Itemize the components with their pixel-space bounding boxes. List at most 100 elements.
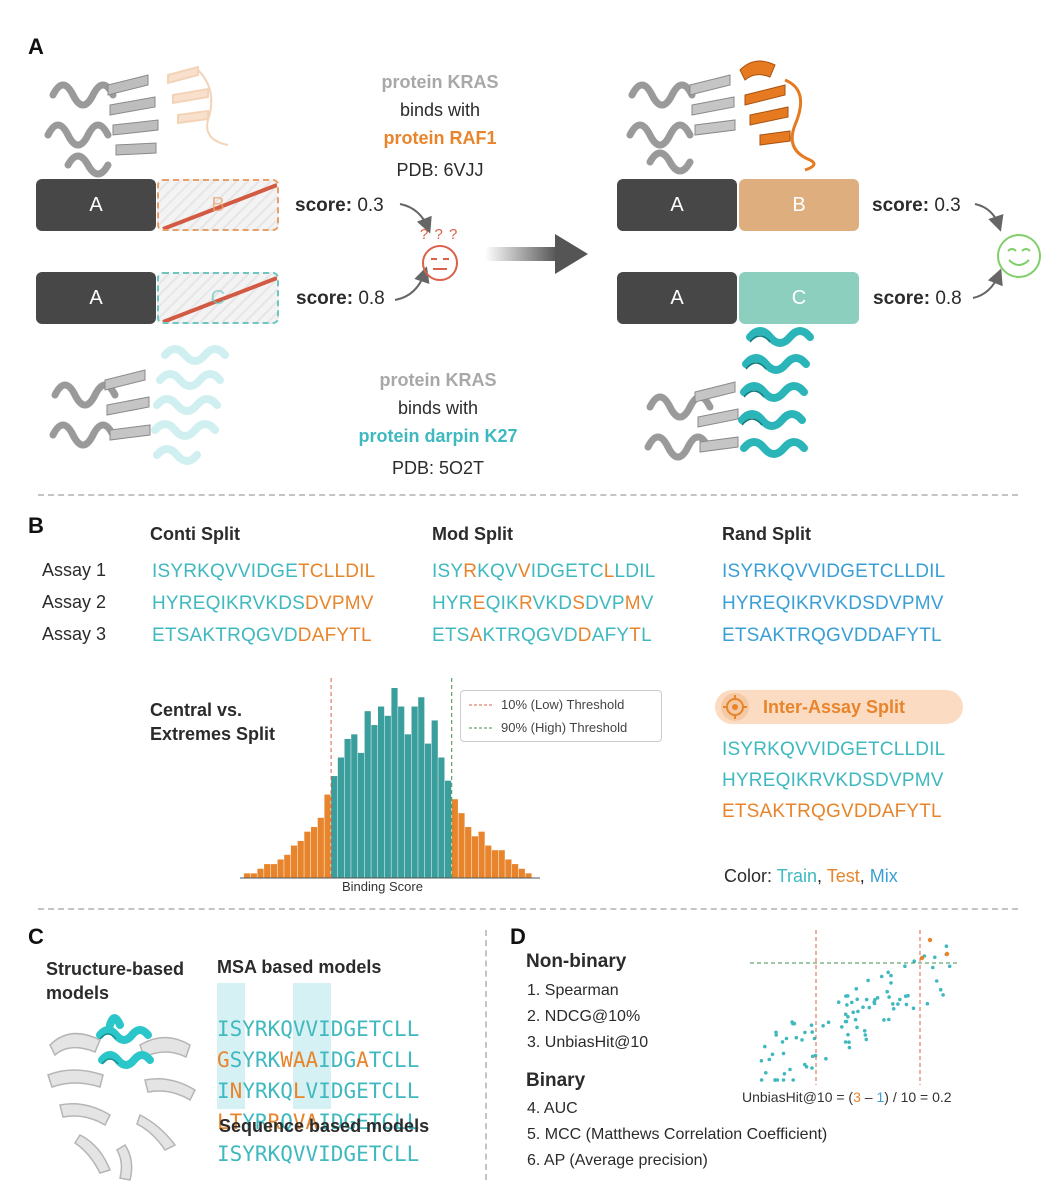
scatter-point bbox=[889, 981, 893, 985]
conti-seq-3: ETSAKTRQGVDDAFYTL bbox=[152, 625, 372, 646]
inter-seq-1: ISYRKQVVIDGETCLLDIL bbox=[722, 739, 946, 760]
scatter-point bbox=[791, 1078, 795, 1082]
panel-b-letter: B bbox=[28, 513, 44, 538]
scatter-point bbox=[781, 1078, 786, 1082]
hist-bar bbox=[398, 706, 405, 878]
scatter-point bbox=[886, 970, 890, 975]
legend-low: 10% (Low) Threshold bbox=[501, 697, 625, 712]
structure-kras-darpin bbox=[644, 327, 814, 461]
metric-mcc: 5. MCC (Matthews Correlation Coefficient… bbox=[527, 1126, 828, 1143]
assay-1-label: Assay 1 bbox=[42, 560, 107, 580]
rand-seq-2: HYREQIKRVKDSDVPMV bbox=[722, 593, 944, 614]
left-chain-b-masked: B bbox=[157, 179, 279, 231]
scatter-point bbox=[931, 965, 935, 970]
hist-bar bbox=[331, 776, 338, 878]
hist-xlabel: Binding Score bbox=[342, 879, 423, 894]
right-chain-a-top: A bbox=[617, 179, 737, 231]
nonbinary-list: 1. Spearman 2. NDCG@10% 3. UnbiasHit@10 bbox=[527, 978, 648, 1056]
pdb-6vjj: PDB: 6VJJ bbox=[396, 160, 484, 180]
binds-with-bottom: binds with bbox=[397, 398, 479, 418]
scatter-point-hit bbox=[919, 955, 925, 961]
hist-bar bbox=[284, 854, 291, 878]
right-chain-b: B bbox=[739, 179, 859, 231]
structure-kras-darpin-faded bbox=[49, 345, 229, 465]
scatter-point bbox=[850, 1000, 854, 1005]
hist-bar bbox=[424, 743, 432, 878]
scatter-point bbox=[891, 1007, 896, 1011]
darpin-label: protein darpin K27 bbox=[358, 426, 518, 446]
metric-spearman: 1. Spearman bbox=[527, 982, 619, 999]
hist-bar bbox=[311, 827, 318, 878]
scatter-point bbox=[851, 1010, 855, 1015]
hist-bar bbox=[270, 864, 277, 878]
scatter-point bbox=[770, 1052, 775, 1057]
panel-c-letter: C bbox=[28, 924, 44, 949]
hist-bar bbox=[257, 868, 264, 878]
scatter-point bbox=[847, 1045, 852, 1050]
scatter-point bbox=[862, 1029, 867, 1033]
scatter-point bbox=[845, 1003, 849, 1007]
scatter-point bbox=[794, 1035, 799, 1040]
binding-score-histogram bbox=[240, 678, 540, 879]
metric-ndcg: 2. NDCG@10% bbox=[527, 1008, 641, 1025]
unbiashit-scatter bbox=[750, 930, 960, 1085]
pdb-5o2t: PDB: 5O2T bbox=[391, 458, 485, 478]
binds-with-top: binds with bbox=[399, 100, 481, 120]
scatter-point bbox=[809, 1023, 814, 1027]
conti-seq-2: HYREQIKRVKDSDVPMV bbox=[152, 593, 374, 614]
scatter-point bbox=[856, 1009, 860, 1014]
scatter-point bbox=[866, 978, 870, 983]
scatter-point bbox=[941, 993, 945, 997]
rand-seq-3: ETSAKTRQGVDDAFYTL bbox=[722, 625, 942, 646]
scatter-point bbox=[855, 997, 859, 1002]
hist-bar bbox=[250, 873, 257, 878]
scatter-point bbox=[875, 996, 880, 1000]
hist-bar bbox=[431, 720, 438, 878]
scatter-point bbox=[933, 955, 937, 960]
scatter-point bbox=[887, 1017, 891, 1022]
scatter-point bbox=[938, 987, 943, 992]
hist-bar bbox=[364, 711, 371, 878]
hist-bar bbox=[391, 688, 398, 878]
binary-list: 4. AUC 5. MCC (Matthews Correlation Coef… bbox=[527, 1096, 827, 1174]
divider-c-d bbox=[485, 930, 487, 1180]
hist-bar bbox=[471, 836, 478, 878]
central-extremes-title: Central vs. Extremes Split bbox=[150, 700, 276, 744]
scatter-point bbox=[784, 1036, 789, 1041]
kras-label-top: protein KRAS bbox=[381, 72, 499, 92]
happy-face-icon bbox=[997, 234, 1041, 278]
msa-row-3: INYRKQLVIDGETCLL bbox=[217, 1079, 420, 1103]
scatter-point bbox=[934, 979, 939, 983]
inter-assay-badge: Inter-Assay Split bbox=[715, 690, 963, 724]
scatter-point bbox=[864, 997, 869, 1002]
mod-seq-1: ISYRKQVVIDGETCLLDIL bbox=[432, 561, 656, 582]
metric-auc: 4. AUC bbox=[527, 1100, 578, 1117]
scatter-point bbox=[843, 1012, 848, 1017]
seq-models-title: Sequence based models bbox=[219, 1116, 430, 1136]
scatter-point bbox=[947, 964, 952, 969]
scatter-point bbox=[810, 1030, 814, 1034]
curved-arrows-right bbox=[972, 203, 1004, 299]
inter-assay-title: Inter-Assay Split bbox=[763, 697, 906, 717]
hist-bar bbox=[277, 859, 284, 878]
scatter-point bbox=[782, 1072, 787, 1076]
kras-label-bottom: protein KRAS bbox=[379, 370, 497, 390]
metric-ap: 6. AP (Average precision) bbox=[527, 1152, 708, 1169]
hist-bar bbox=[357, 752, 365, 878]
left-score-top: score: 0.3 bbox=[295, 195, 384, 216]
scatter-point bbox=[844, 994, 848, 998]
hist-bar bbox=[485, 845, 492, 878]
structure-kras-raf1-faded bbox=[44, 65, 229, 178]
scatter-point bbox=[759, 1059, 764, 1063]
conti-seq-1: ISYRKQVVIDGETCLLDIL bbox=[152, 561, 376, 582]
scatter-point bbox=[872, 1001, 877, 1006]
scatter-point bbox=[810, 1054, 815, 1059]
scatter-point bbox=[896, 1002, 900, 1006]
hist-bar bbox=[525, 873, 532, 878]
panel-d-letter: D bbox=[510, 924, 526, 949]
rand-split-title: Rand Split bbox=[722, 524, 811, 544]
hist-bar bbox=[378, 706, 385, 878]
scatter-point bbox=[759, 1078, 764, 1082]
mod-seq-3: ETSAKTRQGVDDAFYTL bbox=[432, 625, 652, 646]
scatter-point bbox=[840, 1025, 844, 1029]
